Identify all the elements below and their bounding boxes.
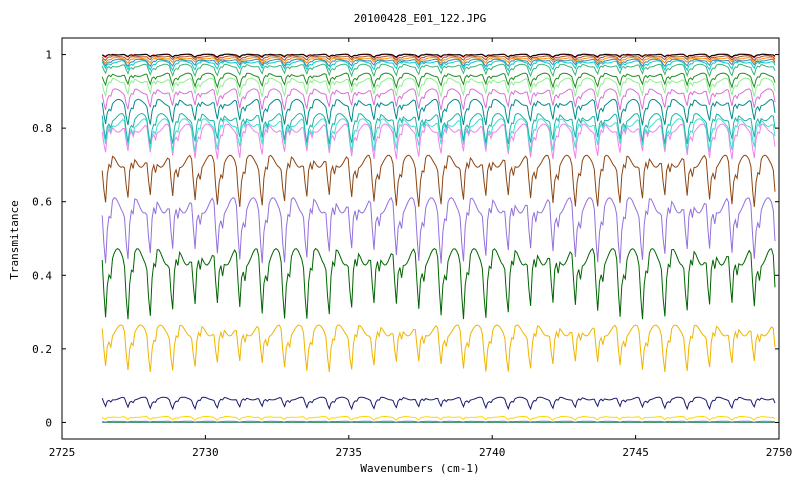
axis-layer: 2725 2730 2735 2740 2745 2750 0 0.2 0.4 0.6 0.8 1 [32,38,792,459]
series-line-13 [101,77,776,99]
series-line-10 [101,112,776,145]
series-line-16 [101,60,776,72]
series-line-17 [101,58,776,68]
x-tick-label: 2745 [622,446,649,459]
series-line-11 [101,98,776,126]
series-line-18 [101,57,776,65]
y-tick-label: 0.8 [32,122,52,135]
x-tick-label: 2725 [49,446,76,459]
y-axis-label: Transmitance [8,200,21,279]
series-line-19 [101,55,776,62]
plot-frame [61,37,780,440]
series-line-7 [101,154,776,208]
series-layer [101,53,776,423]
series-line-12 [101,88,776,111]
y-tick-label: 0 [45,416,52,429]
x-tick-label: 2750 [766,446,793,459]
series-line-8 [101,123,776,160]
series-line-15 [101,63,776,78]
series-line-3 [101,396,776,411]
x-tick-label: 2740 [479,446,506,459]
series-line-5 [101,247,776,320]
series-line-1 [102,420,776,423]
y-tick-label: 0.2 [32,343,52,356]
x-axis-label: Wavenumbers (cm-1) [360,462,479,475]
x-tick-label: 2735 [336,446,363,459]
series-line-2 [101,415,776,421]
y-tick-label: 0.6 [32,196,52,209]
chart-title: 20100428_E01_122.JPG [354,12,486,25]
series-line-14 [101,72,776,89]
x-tick-label: 2730 [192,446,219,459]
y-tick-label: 0.4 [32,269,52,282]
series-line-6 [101,197,776,264]
y-tick-label: 1 [45,49,52,62]
series-line-21 [101,53,776,58]
series-line-4 [101,324,776,373]
